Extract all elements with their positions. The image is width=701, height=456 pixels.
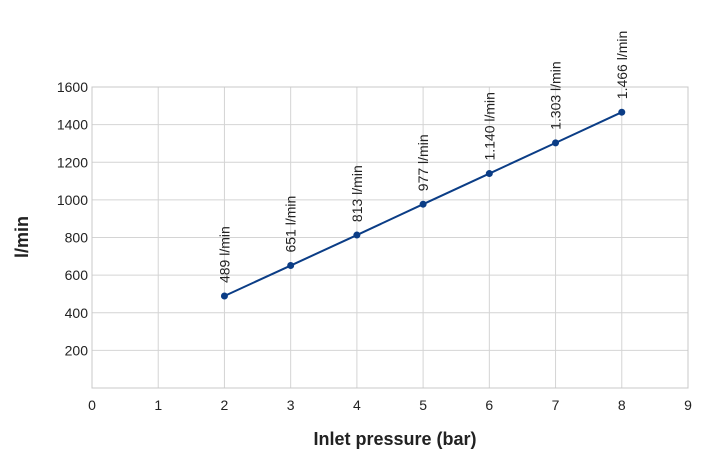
- data-label: 489 l/min: [216, 226, 232, 283]
- series: [220, 108, 626, 300]
- data-point: [552, 139, 560, 147]
- y-tick-label: 800: [65, 230, 89, 246]
- x-tick-label: 0: [88, 397, 96, 413]
- x-tick-label: 6: [485, 397, 493, 413]
- data-label: 651 l/min: [283, 196, 299, 253]
- grid: [92, 87, 688, 388]
- data-point: [353, 231, 361, 239]
- data-point: [485, 170, 493, 178]
- data-point: [287, 262, 295, 270]
- x-tick-label: 4: [353, 397, 361, 413]
- data-label: 813 l/min: [349, 165, 365, 222]
- plot-frame: [91, 86, 689, 389]
- x-tick-label: 5: [419, 397, 427, 413]
- x-tick-label: 2: [221, 397, 229, 413]
- data-point: [419, 200, 427, 208]
- x-tick-label: 8: [618, 397, 626, 413]
- data-label: 1.140 l/min: [481, 92, 497, 160]
- y-axis-title: l/min: [12, 216, 32, 258]
- tick-labels: 0 1 2 3 4 5 6 7 8 9 200 400 600 800 1000 1200 1400 1600: [57, 79, 692, 413]
- y-tick-label: 1400: [57, 117, 88, 133]
- data-point: [618, 108, 626, 116]
- x-tick-label: 9: [684, 397, 692, 413]
- x-tick-label: 1: [154, 397, 162, 413]
- data-label: 1.303 l/min: [548, 61, 564, 129]
- y-tick-label: 1000: [57, 192, 88, 208]
- data-label: 1.466 l/min: [614, 31, 630, 99]
- y-tick-label: 600: [65, 267, 89, 283]
- x-tick-label: 7: [552, 397, 560, 413]
- y-tick-label: 400: [65, 305, 89, 321]
- data-label: 977 l/min: [415, 134, 431, 191]
- x-tick-label: 3: [287, 397, 295, 413]
- y-tick-label: 1200: [57, 154, 88, 170]
- y-tick-label: 1600: [57, 79, 88, 95]
- data-point: [220, 292, 228, 300]
- y-tick-label: 200: [65, 342, 89, 358]
- x-axis-title: Inlet pressure (bar): [313, 429, 476, 449]
- data-labels: 489 l/min 651 l/min 813 l/min 977 l/min 1.14…: [216, 31, 629, 283]
